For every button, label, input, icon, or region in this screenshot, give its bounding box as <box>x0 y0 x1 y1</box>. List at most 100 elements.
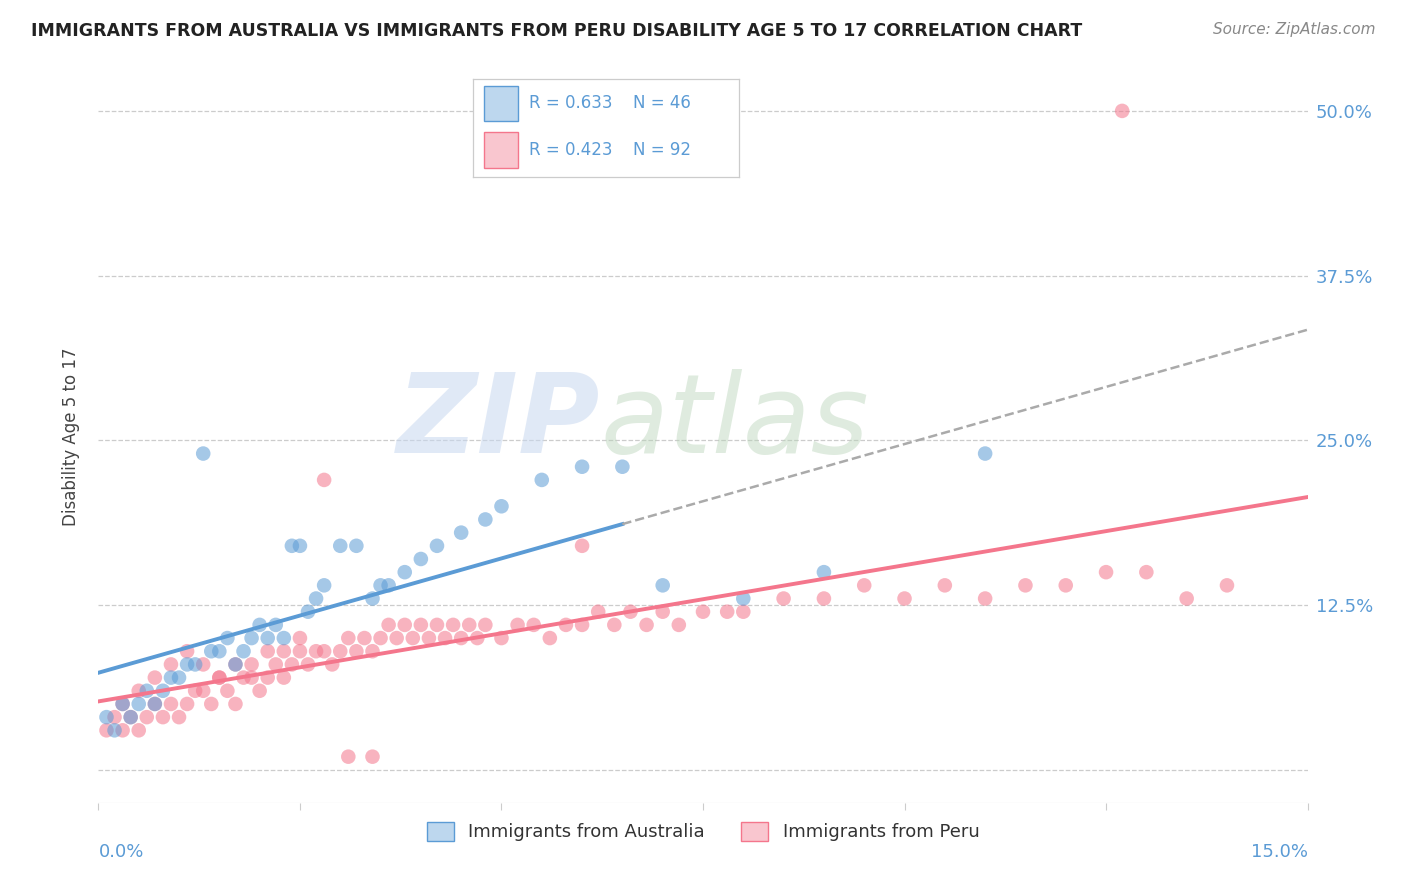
Point <box>152 683 174 698</box>
Point <box>111 697 134 711</box>
Point <box>668 618 690 632</box>
Point <box>208 671 231 685</box>
Point <box>176 697 198 711</box>
Point <box>1095 565 1118 579</box>
Point <box>103 710 125 724</box>
Text: Source: ZipAtlas.com: Source: ZipAtlas.com <box>1212 22 1375 37</box>
Point <box>217 631 239 645</box>
Point <box>733 591 755 606</box>
Point <box>281 657 304 672</box>
Point <box>232 671 254 685</box>
Point <box>361 591 384 606</box>
Point <box>651 578 673 592</box>
Point <box>297 605 319 619</box>
Point <box>256 644 278 658</box>
Point <box>394 565 416 579</box>
Point <box>450 631 472 645</box>
Point <box>586 605 609 619</box>
Point <box>733 605 755 619</box>
Point <box>135 710 157 724</box>
Point <box>523 618 546 632</box>
Legend: Immigrants from Australia, Immigrants from Peru: Immigrants from Australia, Immigrants fr… <box>419 814 987 848</box>
Point <box>281 539 304 553</box>
Point <box>426 618 449 632</box>
Point <box>160 671 183 685</box>
Point <box>934 578 956 592</box>
Point <box>135 683 157 698</box>
Point <box>1054 578 1077 592</box>
Text: 15.0%: 15.0% <box>1250 843 1308 861</box>
Point <box>603 618 626 632</box>
Point <box>96 710 118 724</box>
Point <box>120 710 142 724</box>
Point <box>224 657 246 672</box>
Point <box>329 644 352 658</box>
Point <box>813 591 835 606</box>
Point <box>394 618 416 632</box>
Point <box>1216 578 1239 592</box>
Point <box>813 565 835 579</box>
Point <box>385 631 408 645</box>
Point <box>716 605 738 619</box>
Point <box>256 631 278 645</box>
Point <box>273 644 295 658</box>
Point <box>321 657 343 672</box>
Point <box>314 644 336 658</box>
Point <box>249 683 271 698</box>
Point <box>128 697 150 711</box>
Point <box>370 631 392 645</box>
Text: 0.0%: 0.0% <box>98 843 143 861</box>
Point <box>240 671 263 685</box>
Point <box>184 657 207 672</box>
Point <box>232 644 254 658</box>
Point <box>491 500 513 514</box>
Point <box>224 657 246 672</box>
Point <box>200 644 222 658</box>
Point <box>329 539 352 553</box>
Point <box>176 644 198 658</box>
Point <box>571 618 593 632</box>
Point <box>217 683 239 698</box>
Point <box>426 539 449 553</box>
Point <box>1111 103 1133 118</box>
Point <box>184 683 207 698</box>
Point <box>143 697 166 711</box>
Point <box>636 618 658 632</box>
Point <box>1175 591 1198 606</box>
Point <box>344 644 367 658</box>
Point <box>120 710 142 724</box>
Point <box>353 631 375 645</box>
Point <box>288 539 311 553</box>
Point <box>474 618 496 632</box>
Point <box>441 618 464 632</box>
Point <box>111 697 134 711</box>
Point <box>305 591 328 606</box>
Point <box>264 618 287 632</box>
Point <box>491 631 513 645</box>
Point <box>853 578 876 592</box>
Point <box>506 618 529 632</box>
Y-axis label: Disability Age 5 to 17: Disability Age 5 to 17 <box>62 348 80 526</box>
Point <box>409 552 432 566</box>
Point <box>208 671 231 685</box>
Point <box>160 657 183 672</box>
Point <box>128 723 150 738</box>
Point <box>240 631 263 645</box>
Point <box>612 459 634 474</box>
Point <box>465 631 488 645</box>
Point <box>193 657 215 672</box>
Point <box>377 578 399 592</box>
Point <box>240 657 263 672</box>
Point <box>344 539 367 553</box>
Point <box>538 631 561 645</box>
Point <box>273 631 295 645</box>
Point <box>434 631 457 645</box>
Point <box>974 591 997 606</box>
Point <box>974 446 997 460</box>
Point <box>264 657 287 672</box>
Point <box>200 697 222 711</box>
Point <box>249 618 271 632</box>
Point <box>103 723 125 738</box>
Point <box>152 710 174 724</box>
Point <box>288 631 311 645</box>
